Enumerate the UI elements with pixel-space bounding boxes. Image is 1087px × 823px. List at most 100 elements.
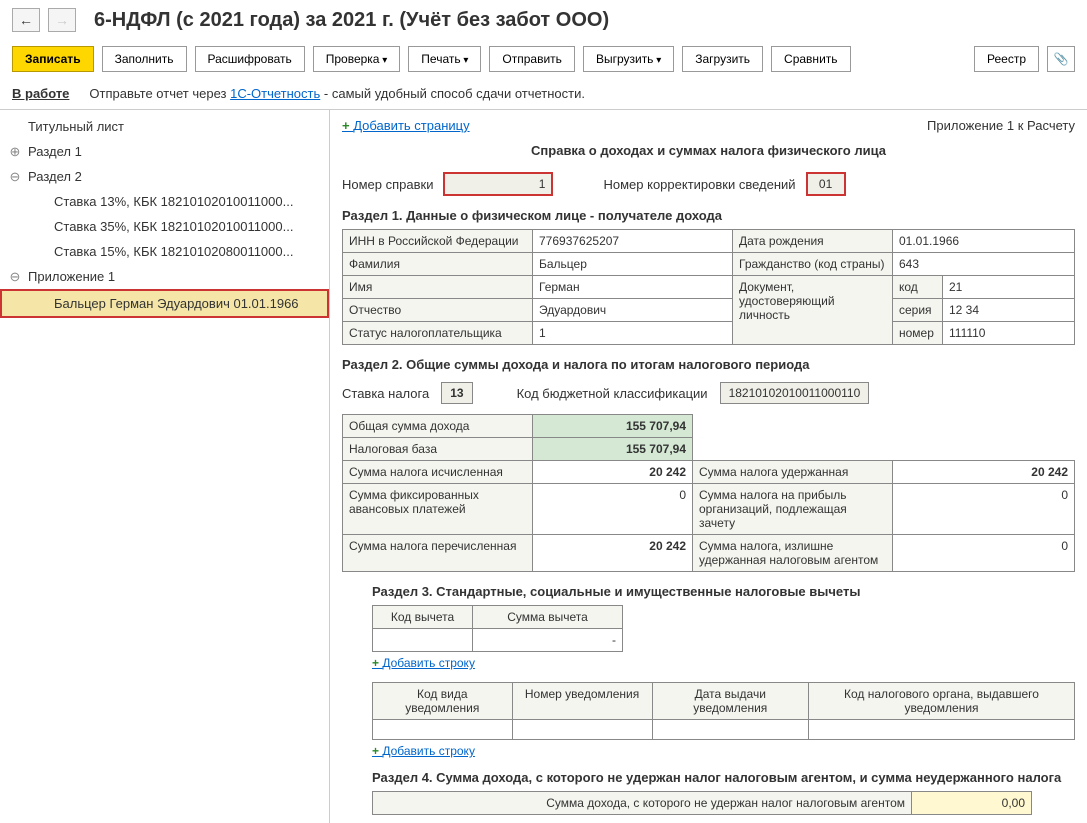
send-button[interactable]: Отправить	[489, 46, 575, 72]
write-button[interactable]: Записать	[12, 46, 94, 72]
deduction-code-cell[interactable]	[373, 629, 473, 652]
add-page-link[interactable]: Добавить страницу	[342, 118, 470, 133]
profit-tax-label: Сумма налога на прибыль организаций, под…	[693, 484, 893, 535]
registry-button[interactable]: Реестр	[974, 46, 1039, 72]
notif-date-header: Дата выдачи уведомления	[652, 683, 808, 720]
inn-value[interactable]: 776937625207	[533, 230, 733, 253]
unhold-income-value[interactable]: 0,00	[912, 792, 1032, 815]
name-value[interactable]: Герман	[533, 276, 733, 299]
correction-label: Номер корректировки сведений	[603, 177, 795, 192]
total-income-label: Общая сумма дохода	[343, 415, 533, 438]
tax-base-value[interactable]: 155 707,94	[533, 438, 693, 461]
code-label: код	[893, 276, 943, 299]
page-title: 6-НДФЛ (с 2021 года) за 2021 г. (Учёт бе…	[94, 9, 609, 32]
check-button[interactable]: Проверка	[313, 46, 401, 72]
unhold-income-label: Сумма дохода, с которого не удержан нало…	[373, 792, 912, 815]
deduction-sum-cell[interactable]: -	[473, 629, 623, 652]
tax-withheld-value[interactable]: 20 242	[893, 461, 1075, 484]
series-value[interactable]: 12 34	[943, 299, 1075, 322]
inn-label: ИНН в Российской Федерации	[343, 230, 533, 253]
dob-value[interactable]: 01.01.1966	[893, 230, 1075, 253]
fixed-adv-label: Сумма фиксированных авансовых платежей	[343, 484, 533, 535]
status-label: Статус налогоплательщика	[343, 322, 533, 345]
tax-excess-label: Сумма налога, излишне удержанная налогов…	[693, 535, 893, 572]
collapse-icon[interactable]: ⊖	[8, 169, 22, 185]
tree-rate35[interactable]: Ставка 35%, КБК 18210102010011000...	[0, 214, 329, 239]
section1-title: Раздел 1. Данные о физическом лице - пол…	[342, 208, 1075, 223]
notif-number-header: Номер уведомления	[512, 683, 652, 720]
status-value[interactable]: 1	[533, 322, 733, 345]
section3-title: Раздел 3. Стандартные, социальные и имущ…	[372, 584, 1075, 599]
tree-rate13[interactable]: Ставка 13%, КБК 18210102010011000...	[0, 189, 329, 214]
deduction-code-header: Код вычета	[373, 606, 473, 629]
ref-number-label: Номер справки	[342, 177, 433, 192]
tax-transferred-value[interactable]: 20 242	[533, 535, 693, 572]
code-value[interactable]: 21	[943, 276, 1075, 299]
forward-button[interactable]: →	[48, 8, 76, 32]
download-button[interactable]: Загрузить	[682, 46, 763, 72]
total-income-value[interactable]: 155 707,94	[533, 415, 693, 438]
reporting-link[interactable]: 1С-Отчетность	[230, 86, 320, 101]
profit-tax-value[interactable]: 0	[893, 484, 1075, 535]
rate-label: Ставка налога	[342, 386, 429, 401]
tax-calc-value[interactable]: 20 242	[533, 461, 693, 484]
back-button[interactable]: ←	[12, 8, 40, 32]
navigation-tree: Титульный лист ⊕Раздел 1 ⊖Раздел 2 Ставк…	[0, 110, 330, 823]
section2-table: Общая сумма дохода 155 707,94 Налоговая …	[342, 414, 1075, 572]
compare-button[interactable]: Сравнить	[771, 46, 850, 72]
status-in-work[interactable]: В работе	[12, 86, 69, 101]
tree-section1[interactable]: ⊕Раздел 1	[0, 139, 329, 164]
ref-number-input[interactable]: 1	[443, 172, 553, 196]
upload-button[interactable]: Выгрузить	[583, 46, 674, 72]
collapse-icon[interactable]: ⊖	[8, 269, 22, 285]
correction-input[interactable]: 01	[806, 172, 846, 196]
number-value[interactable]: 111110	[943, 322, 1075, 345]
section1-table: ИНН в Российской Федерации 776937625207 …	[342, 229, 1075, 345]
surname-value[interactable]: Бальцер	[533, 253, 733, 276]
tree-rate15[interactable]: Ставка 15%, КБК 18210102080011000...	[0, 239, 329, 264]
expand-icon[interactable]: ⊕	[8, 144, 22, 160]
tax-calc-label: Сумма налога исчисленная	[343, 461, 533, 484]
appendix-label: Приложение 1 к Расчету	[927, 118, 1075, 133]
notif-authority-cell[interactable]	[808, 720, 1074, 740]
tree-appendix1[interactable]: ⊖Приложение 1	[0, 264, 329, 289]
add-notification-row[interactable]: Добавить строку	[372, 744, 475, 758]
tax-transferred-label: Сумма налога перечисленная	[343, 535, 533, 572]
document-title: Справка о доходах и суммах налога физиче…	[342, 143, 1075, 158]
attachment-button[interactable]: 📎	[1047, 46, 1075, 72]
series-label: серия	[893, 299, 943, 322]
doc-label: Документ, удостоверяющий личность	[733, 276, 893, 345]
tax-excess-value[interactable]: 0	[893, 535, 1075, 572]
print-button[interactable]: Печать	[408, 46, 481, 72]
tree-title-page[interactable]: Титульный лист	[0, 114, 329, 139]
notif-date-cell[interactable]	[652, 720, 808, 740]
number-label: номер	[893, 322, 943, 345]
deduction-sum-header: Сумма вычета	[473, 606, 623, 629]
tax-base-label: Налоговая база	[343, 438, 533, 461]
section2-title: Раздел 2. Общие суммы дохода и налога по…	[342, 357, 1075, 372]
notif-number-cell[interactable]	[512, 720, 652, 740]
patronymic-label: Отчество	[343, 299, 533, 322]
notif-type-header: Код вида уведомления	[373, 683, 513, 720]
notif-authority-header: Код налогового органа, выдавшего уведомл…	[808, 683, 1074, 720]
kbk-value[interactable]: 18210102010011000110	[720, 382, 870, 404]
citizenship-value[interactable]: 643	[893, 253, 1075, 276]
decrypt-button[interactable]: Расшифровать	[195, 46, 305, 72]
notif-type-cell[interactable]	[373, 720, 513, 740]
fixed-adv-value[interactable]: 0	[533, 484, 693, 535]
patronymic-value[interactable]: Эдуардович	[533, 299, 733, 322]
dob-label: Дата рождения	[733, 230, 893, 253]
tree-person[interactable]: Бальцер Герман Эдуардович 01.01.1966	[0, 289, 329, 318]
rate-value[interactable]: 13	[441, 382, 472, 404]
citizenship-label: Гражданство (код страны)	[733, 253, 893, 276]
add-deduction-row[interactable]: Добавить строку	[372, 656, 475, 670]
name-label: Имя	[343, 276, 533, 299]
section4-table: Сумма дохода, с которого не удержан нало…	[372, 791, 1032, 815]
status-hint: Отправьте отчет через 1С-Отчетность - са…	[89, 86, 585, 101]
section4-title: Раздел 4. Сумма дохода, с которого не уд…	[372, 770, 1075, 785]
notifications-table: Код вида уведомления Номер уведомления Д…	[372, 682, 1075, 740]
surname-label: Фамилия	[343, 253, 533, 276]
tree-section2[interactable]: ⊖Раздел 2	[0, 164, 329, 189]
fill-button[interactable]: Заполнить	[102, 46, 187, 72]
tax-withheld-label: Сумма налога удержанная	[693, 461, 893, 484]
